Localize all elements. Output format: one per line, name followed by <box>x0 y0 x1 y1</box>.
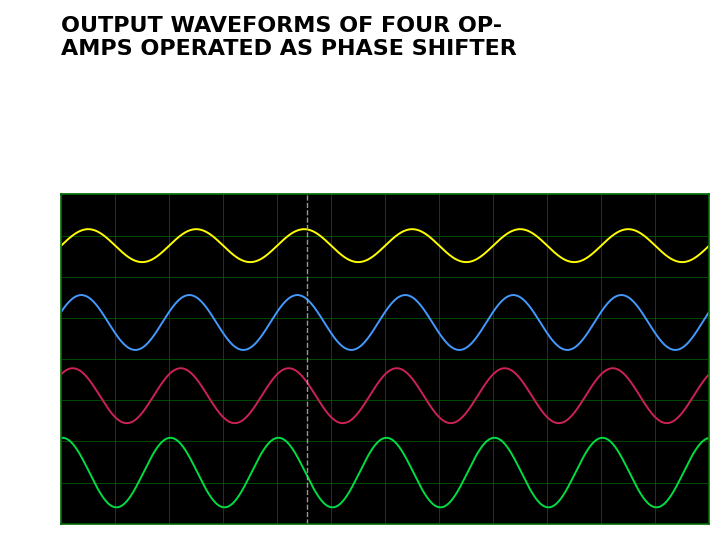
Text: OUTPUT WAVEFORMS OF FOUR OP-
AMPS OPERATED AS PHASE SHIFTER: OUTPUT WAVEFORMS OF FOUR OP- AMPS OPERAT… <box>61 16 517 59</box>
